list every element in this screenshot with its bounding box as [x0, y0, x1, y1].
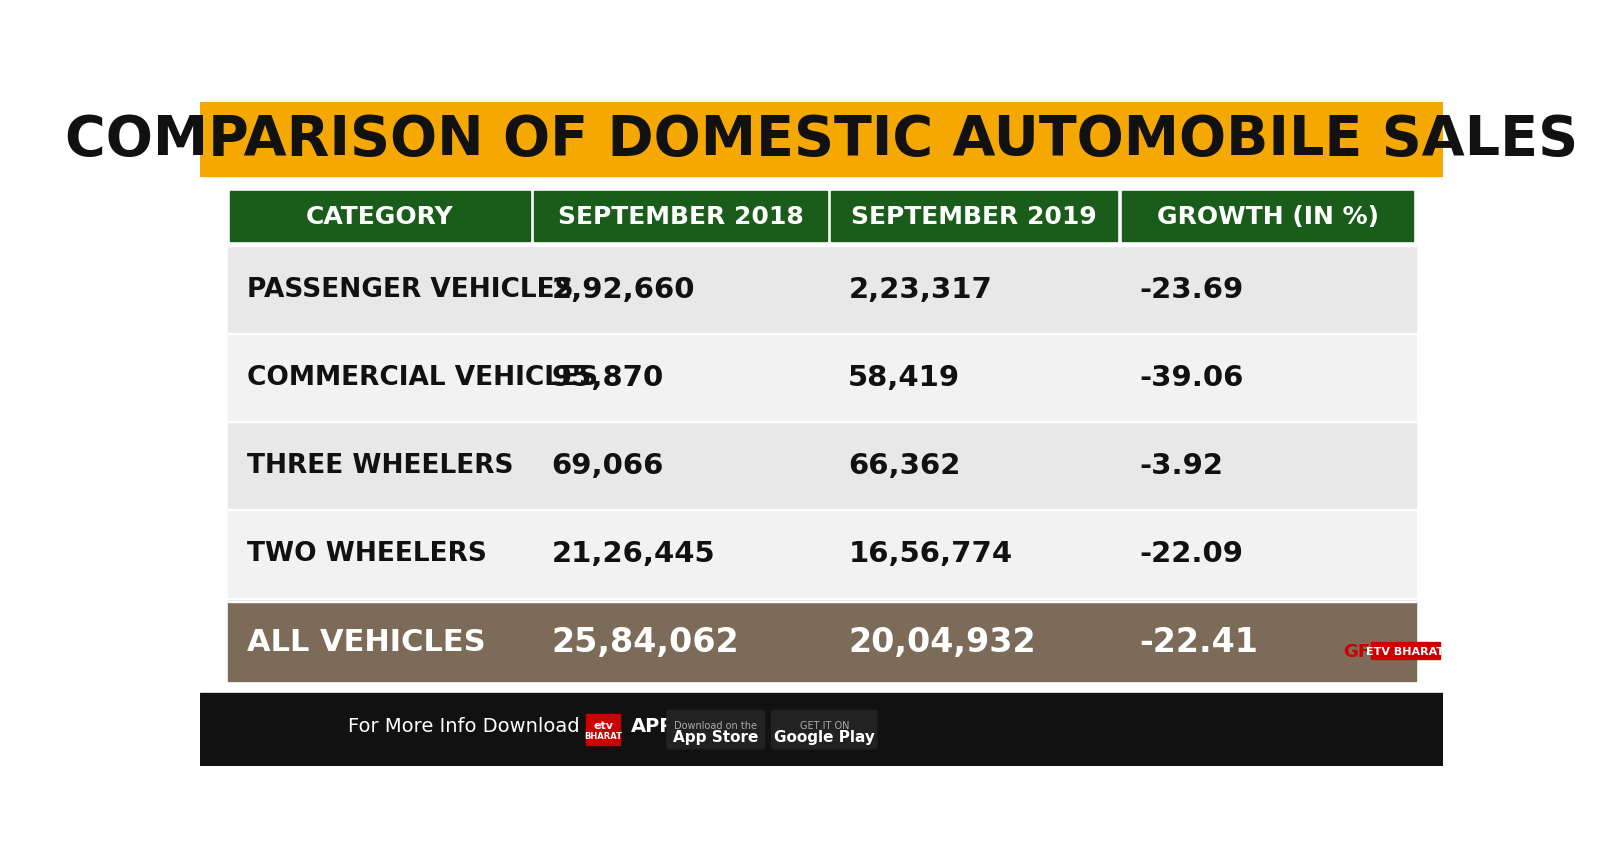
Text: ETV BHARAT: ETV BHARAT — [1366, 646, 1444, 656]
Bar — [228, 678, 1415, 682]
Bar — [228, 509, 1415, 511]
Text: For More Info Download: For More Info Download — [348, 716, 580, 735]
Text: 66,362: 66,362 — [848, 451, 960, 480]
Text: -39.06: -39.06 — [1138, 363, 1244, 392]
Text: etv: etv — [593, 720, 614, 730]
Text: -23.69: -23.69 — [1138, 276, 1244, 304]
Text: -22.09: -22.09 — [1138, 539, 1242, 567]
Text: TWO WHEELERS: TWO WHEELERS — [247, 540, 487, 567]
Text: COMPARISON OF DOMESTIC AUTOMOBILE SALES: COMPARISON OF DOMESTIC AUTOMOBILE SALES — [66, 113, 1577, 167]
Text: 95,870: 95,870 — [551, 363, 664, 392]
Text: 69,066: 69,066 — [551, 451, 664, 480]
Bar — [228, 421, 1415, 509]
Text: Google Play: Google Play — [774, 729, 875, 744]
FancyBboxPatch shape — [667, 710, 765, 749]
Text: 2,23,317: 2,23,317 — [848, 276, 992, 304]
Text: 20,04,932: 20,04,932 — [848, 625, 1036, 658]
Text: SEPTEMBER 2019: SEPTEMBER 2019 — [851, 205, 1096, 229]
Text: -3.92: -3.92 — [1138, 451, 1223, 480]
Text: 16,56,774: 16,56,774 — [848, 539, 1013, 567]
Text: 21,26,445: 21,26,445 — [551, 539, 715, 567]
Bar — [200, 693, 1443, 766]
Bar — [229, 192, 529, 242]
Bar — [534, 192, 827, 242]
Text: App Store: App Store — [673, 729, 758, 744]
Text: GROWTH (IN %): GROWTH (IN %) — [1156, 205, 1379, 229]
Text: BHARAT: BHARAT — [585, 731, 622, 740]
Text: SEPTEMBER 2018: SEPTEMBER 2018 — [558, 205, 803, 229]
Text: Download on the: Download on the — [675, 720, 757, 729]
Bar — [228, 601, 1415, 682]
Text: CATEGORY: CATEGORY — [306, 205, 454, 229]
Bar — [228, 509, 1415, 597]
Text: 25,84,062: 25,84,062 — [551, 625, 739, 658]
Text: GFX: GFX — [1343, 642, 1385, 660]
Text: 2,92,660: 2,92,660 — [551, 276, 696, 304]
Text: THREE WHEELERS: THREE WHEELERS — [247, 452, 513, 478]
Bar — [832, 192, 1117, 242]
Bar — [228, 421, 1415, 423]
FancyBboxPatch shape — [771, 710, 877, 749]
Bar — [228, 245, 1415, 333]
Bar — [1122, 192, 1414, 242]
Bar — [587, 715, 620, 745]
Bar — [1371, 642, 1441, 660]
Text: APP: APP — [630, 716, 673, 735]
Bar — [228, 245, 1415, 247]
Text: PASSENGER VEHICLES: PASSENGER VEHICLES — [247, 276, 574, 302]
Text: -22.41: -22.41 — [1138, 625, 1258, 658]
Text: ALL VEHICLES: ALL VEHICLES — [247, 627, 486, 656]
Bar — [228, 333, 1415, 335]
Bar — [200, 103, 1443, 177]
Text: COMMERCIAL VEHICLES: COMMERCIAL VEHICLES — [247, 364, 598, 390]
Bar — [228, 333, 1415, 421]
Bar — [228, 601, 1415, 603]
Text: 58,419: 58,419 — [848, 363, 960, 392]
Text: GET IT ON: GET IT ON — [800, 720, 850, 729]
